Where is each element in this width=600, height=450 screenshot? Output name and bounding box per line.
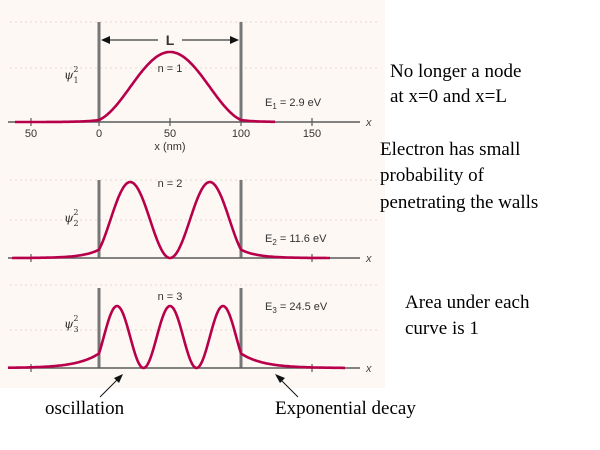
tick-label-100: 100: [232, 128, 250, 140]
psi-squared-label: ψ2 2: [64, 208, 79, 228]
energy-label: E1 = 2.9 eV: [265, 97, 322, 111]
tick-label-minus-50: 50: [25, 128, 37, 140]
note-line: penetrating the walls: [380, 192, 538, 213]
figure-background: [0, 0, 385, 388]
x-symbol-panel-3: x: [365, 363, 372, 375]
energy-label: E3 = 24.5 eV: [265, 301, 328, 315]
probability-curve-n1: [14, 50, 276, 124]
x-symbol-panel-2: x: [365, 253, 372, 265]
tick-label-150: 150: [303, 128, 321, 140]
x-axis-unit-label: x (nm): [154, 141, 185, 153]
note-penetration: Electron has small probability of penetr…: [380, 139, 538, 213]
width-label: L: [166, 32, 175, 48]
x-axis-symbols: x x x: [365, 117, 372, 375]
oscillation-annotation: oscillation: [45, 374, 125, 419]
tick-label-50: 50: [164, 128, 176, 140]
note-line: No longer a node: [390, 61, 521, 82]
oscillation-arrowhead: [114, 374, 123, 383]
energy-label: E2 = 11.6 eV: [265, 233, 327, 247]
panel-3-labels: n = 3 ψ2 3 E3 = 24.5 eV: [64, 291, 328, 334]
panel-2-labels: n = 2 ψ2 2 E2 = 11.6 eV: [64, 178, 327, 247]
quantum-number-label: n = 2: [158, 178, 183, 190]
note-line: at x=0 and x=L: [390, 86, 507, 107]
note-line: Area under each: [405, 292, 530, 313]
note-area: Area under each curve is 1: [405, 292, 530, 339]
note-line: Electron has small: [380, 139, 520, 160]
psi-squared-label: ψ2 1: [64, 65, 79, 85]
oscillation-label: oscillation: [45, 398, 125, 419]
decay-arrowhead: [275, 374, 285, 383]
x-tick-labels: 50 0 50 100 150 x (nm): [25, 128, 321, 153]
note-line: probability of: [380, 165, 485, 186]
tick-label-0: 0: [96, 128, 102, 140]
decay-label: Exponential decay: [275, 398, 416, 419]
decay-annotation: Exponential decay: [275, 374, 416, 419]
quantum-number-label: n = 3: [158, 291, 183, 303]
probability-curve-n2: [11, 180, 331, 260]
probability-curve-n3: [7, 304, 346, 370]
note-line: curve is 1: [405, 318, 479, 339]
x-symbol-panel-1: x: [365, 117, 372, 129]
panel-1-labels: n = 1 ψ2 1 E1 = 2.9 eV: [64, 63, 322, 111]
quantum-number-label: n = 1: [158, 63, 183, 75]
psi-squared-label: ψ2 3: [64, 314, 79, 334]
note-no-node: No longer a node at x=0 and x=L: [390, 61, 521, 107]
width-dimension: L: [101, 30, 239, 48]
